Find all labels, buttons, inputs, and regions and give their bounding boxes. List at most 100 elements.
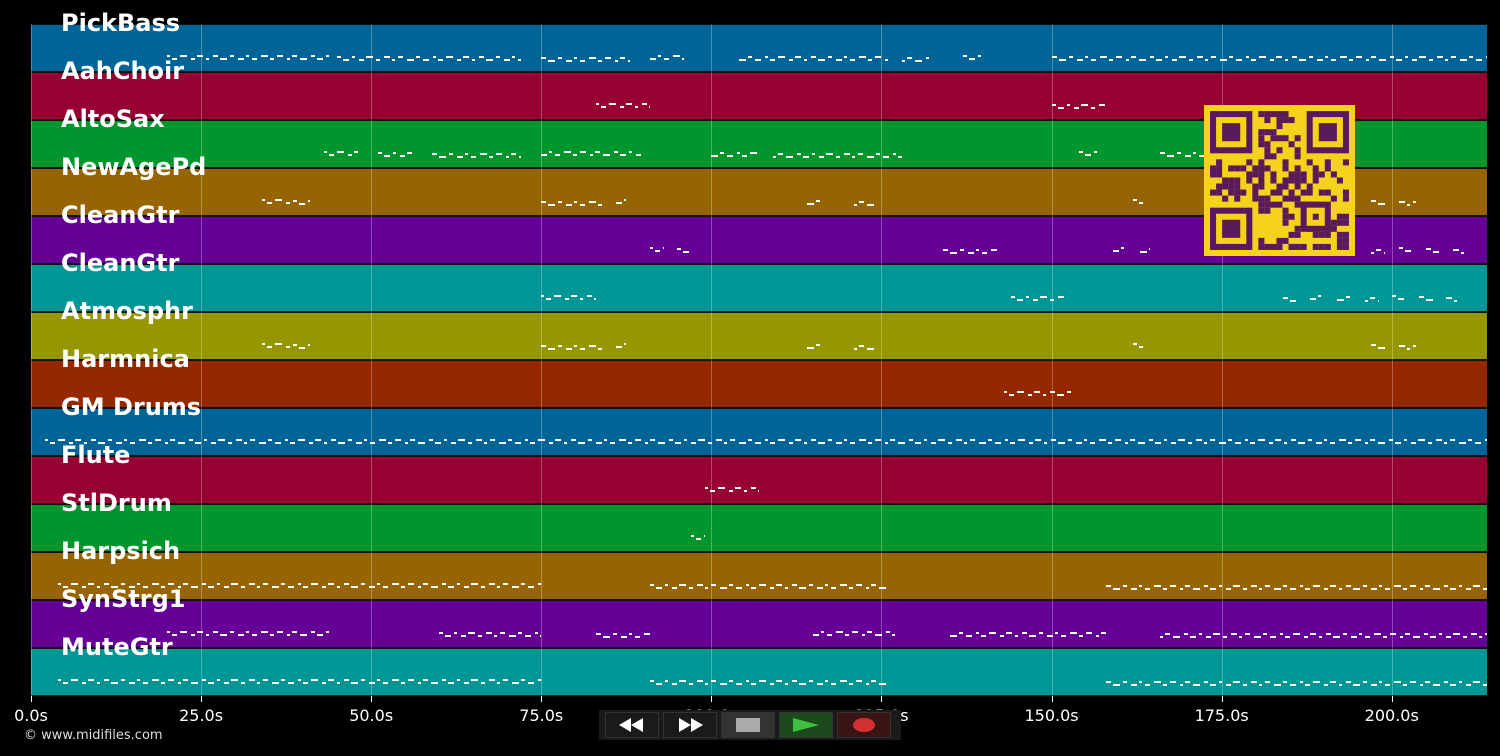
midi-note	[446, 56, 454, 58]
midi-note	[788, 442, 793, 444]
record-button[interactable]	[837, 712, 891, 738]
midi-note	[1371, 344, 1377, 346]
midi-note	[851, 156, 855, 158]
midi-note	[1242, 588, 1247, 590]
midi-note	[634, 439, 641, 441]
midi-note	[672, 683, 678, 685]
midi-note	[1307, 439, 1312, 441]
midi-note	[1376, 249, 1382, 251]
midi-note	[1482, 588, 1487, 590]
midi-note	[288, 682, 295, 684]
midi-note	[1449, 684, 1456, 686]
midi-note	[1310, 298, 1317, 300]
midi-note	[1411, 59, 1417, 61]
axis-tick	[711, 696, 713, 702]
time-tick-label: 25.0s	[179, 706, 224, 725]
midi-note	[629, 151, 633, 153]
midi-note	[650, 584, 655, 586]
midi-note	[97, 442, 105, 444]
midi-note	[1362, 585, 1367, 587]
stop-button[interactable]	[721, 712, 775, 738]
midi-note	[619, 106, 624, 108]
playback-controls	[599, 710, 901, 740]
midi-note	[908, 439, 913, 441]
midi-note	[1312, 585, 1320, 587]
midi-note	[1345, 585, 1351, 587]
rewind-button[interactable]	[605, 712, 659, 738]
midi-note	[152, 679, 160, 681]
midi-note	[574, 57, 578, 59]
midi-note	[1069, 632, 1077, 634]
midi-note	[1289, 684, 1296, 686]
midi-note	[257, 682, 261, 684]
midi-note	[1254, 636, 1262, 638]
axis-tick	[201, 696, 203, 702]
midi-note	[1124, 442, 1128, 444]
midi-note	[1299, 585, 1303, 587]
midi-note	[589, 57, 597, 59]
midi-note	[1484, 439, 1487, 441]
midi-note	[825, 680, 829, 682]
track-lane	[31, 456, 1487, 504]
midi-note	[1468, 56, 1473, 58]
track-label: GM Drums	[61, 393, 202, 421]
midi-note	[475, 439, 482, 441]
play-button[interactable]	[779, 712, 833, 738]
midi-note	[180, 631, 188, 633]
track-label: AltoSax	[61, 105, 165, 133]
midi-note	[366, 56, 374, 58]
midi-note	[658, 55, 662, 57]
midi-note	[1346, 296, 1351, 298]
midi-note	[969, 439, 975, 441]
midi-note	[71, 679, 79, 681]
midi-note	[457, 679, 461, 681]
midi-note	[1073, 107, 1079, 109]
midi-note	[471, 583, 479, 585]
midi-note	[442, 679, 447, 681]
midi-note	[1130, 56, 1136, 58]
midi-note	[1269, 59, 1274, 61]
midi-note	[811, 153, 815, 155]
midi-note	[634, 106, 638, 108]
midi-note	[695, 538, 701, 540]
midi-note	[351, 682, 359, 684]
midi-note	[383, 586, 389, 588]
midi-note	[298, 679, 302, 681]
midi-note	[1369, 297, 1375, 299]
midi-note	[1010, 296, 1015, 298]
midi-note	[806, 347, 814, 349]
fast-forward-button[interactable]	[663, 712, 717, 738]
midi-note	[217, 439, 225, 441]
midi-note	[258, 442, 266, 444]
midi-note	[449, 153, 454, 155]
midi-note	[1374, 633, 1382, 635]
midi-note	[792, 680, 798, 682]
grid-line	[541, 24, 543, 696]
midi-note	[300, 634, 308, 636]
midi-note	[738, 442, 746, 444]
midi-note	[292, 200, 297, 202]
midi-note	[1138, 681, 1142, 683]
midi-note	[1460, 252, 1464, 254]
grid-line	[31, 24, 32, 696]
midi-note	[1264, 585, 1270, 587]
midi-note	[914, 60, 922, 62]
midi-note	[1193, 152, 1197, 154]
midi-note	[406, 152, 412, 154]
midi-note	[672, 587, 678, 589]
midi-note	[1169, 585, 1176, 587]
midi-note	[1076, 59, 1083, 61]
track-lane	[31, 504, 1487, 552]
midi-note	[704, 487, 708, 489]
midi-note	[1235, 59, 1242, 61]
midi-note	[217, 583, 221, 585]
midi-note	[220, 58, 228, 60]
midi-note	[359, 59, 365, 61]
midi-note	[625, 103, 632, 105]
midi-note	[274, 442, 281, 444]
midi-note	[1125, 59, 1129, 61]
midi-note	[1199, 633, 1203, 635]
midi-note	[1315, 442, 1322, 444]
midi-note	[548, 348, 556, 350]
midi-note	[90, 439, 96, 441]
